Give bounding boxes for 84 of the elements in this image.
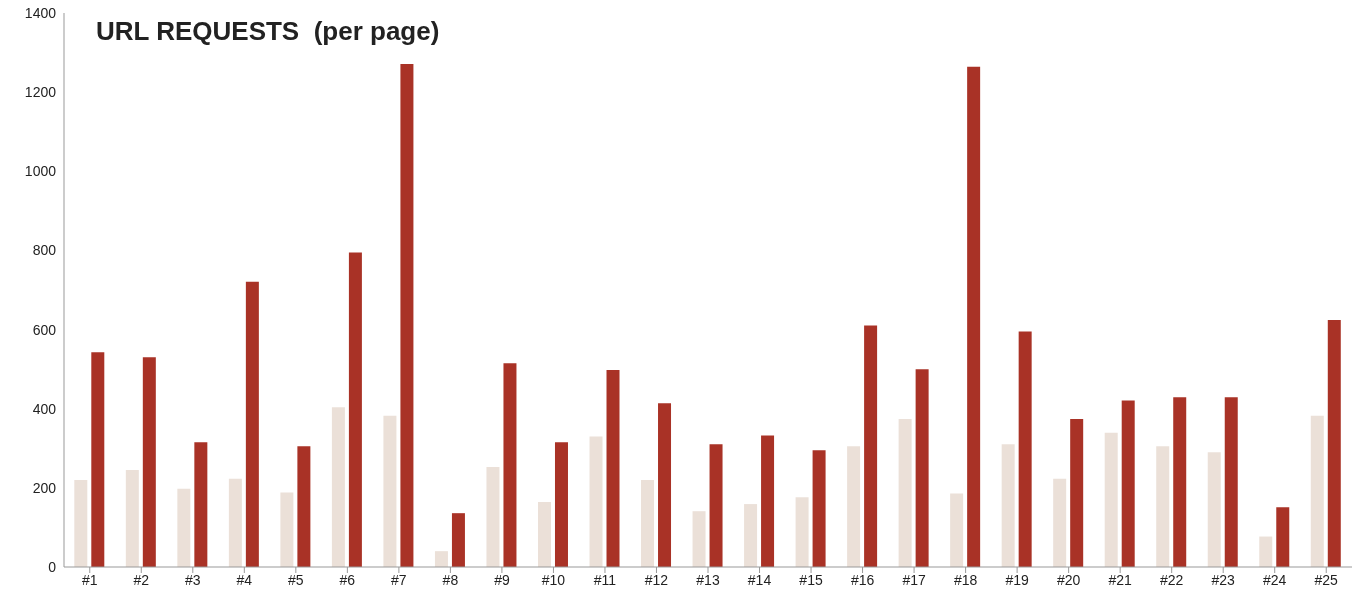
bar	[194, 442, 208, 567]
bar	[606, 369, 620, 567]
bar	[503, 363, 517, 567]
y-tick-label: 200	[32, 479, 57, 496]
x-tick-label: #11	[593, 571, 617, 588]
bar	[1070, 419, 1084, 567]
x-tick-label: #20	[1056, 571, 1081, 588]
x-tick-label: #13	[696, 571, 720, 588]
bar	[451, 513, 465, 567]
y-tick-label: 800	[32, 242, 57, 259]
x-tick-label: #23	[1211, 571, 1236, 588]
x-tick-label: #1	[81, 571, 98, 588]
bar	[554, 442, 568, 567]
bar	[348, 252, 362, 567]
bar	[74, 479, 88, 567]
y-tick-label: 1400	[24, 4, 57, 21]
y-tick-label: 0	[48, 558, 57, 575]
bar	[297, 446, 311, 567]
y-tick-label: 400	[32, 400, 57, 417]
bar	[641, 479, 655, 567]
bar	[1224, 397, 1238, 567]
bar	[125, 470, 139, 567]
bar	[434, 551, 448, 567]
bar	[280, 492, 294, 567]
x-tick-label: #4	[236, 571, 253, 588]
bar	[177, 488, 191, 567]
bar	[91, 352, 105, 567]
x-tick-label: #8	[442, 571, 459, 588]
bar	[915, 369, 929, 567]
bar	[1018, 331, 1032, 567]
x-tick-label: #6	[339, 571, 356, 588]
y-tick-label: 1000	[24, 163, 57, 180]
bar	[847, 446, 861, 567]
bar	[692, 511, 706, 567]
bar	[537, 502, 551, 567]
x-tick-label: #24	[1263, 571, 1287, 588]
bar	[1310, 415, 1324, 567]
x-tick-label: #9	[494, 571, 510, 588]
x-tick-label: #7	[391, 571, 407, 588]
bar	[898, 419, 912, 567]
bar	[142, 357, 156, 567]
bar	[589, 436, 603, 567]
bar	[1104, 432, 1118, 567]
bar	[1121, 400, 1135, 567]
x-tick-label: #21	[1108, 571, 1133, 588]
bar	[486, 466, 500, 567]
x-tick-label: #12	[644, 571, 669, 588]
bar	[709, 444, 723, 567]
bar	[228, 478, 242, 567]
bar	[967, 66, 981, 567]
x-tick-label: #3	[185, 571, 201, 588]
bar	[1173, 397, 1187, 567]
x-tick-label: #25	[1314, 571, 1339, 588]
x-tick-label: #22	[1160, 571, 1184, 588]
x-tick-label: #10	[541, 571, 566, 588]
bar	[245, 281, 259, 567]
x-tick-label: #2	[133, 571, 150, 588]
x-tick-label: #19	[1005, 571, 1030, 588]
bar	[1207, 452, 1221, 567]
bar	[950, 493, 964, 567]
bar	[812, 450, 826, 567]
y-tick-label: 1200	[24, 84, 57, 101]
bar	[1276, 507, 1290, 567]
bar	[795, 497, 809, 567]
bar	[1259, 536, 1273, 567]
x-tick-label: #15	[799, 571, 823, 588]
chart-title: URL REQUESTS (per page)	[96, 16, 440, 47]
x-tick-label: #17	[902, 571, 926, 588]
x-tick-label: #14	[747, 571, 772, 588]
bar	[1156, 446, 1170, 567]
y-tick-label: 600	[32, 321, 57, 338]
x-tick-label: #18	[953, 571, 978, 588]
bar	[744, 504, 758, 567]
x-tick-label: #16	[850, 571, 875, 588]
x-tick-label: #5	[288, 571, 304, 588]
bar	[864, 325, 878, 567]
bar	[1327, 320, 1341, 567]
bar	[1053, 478, 1067, 567]
bar	[658, 403, 672, 567]
bar	[1001, 444, 1015, 567]
bar	[331, 407, 345, 567]
bar	[761, 435, 775, 567]
bar	[383, 415, 397, 567]
bar	[400, 64, 414, 567]
